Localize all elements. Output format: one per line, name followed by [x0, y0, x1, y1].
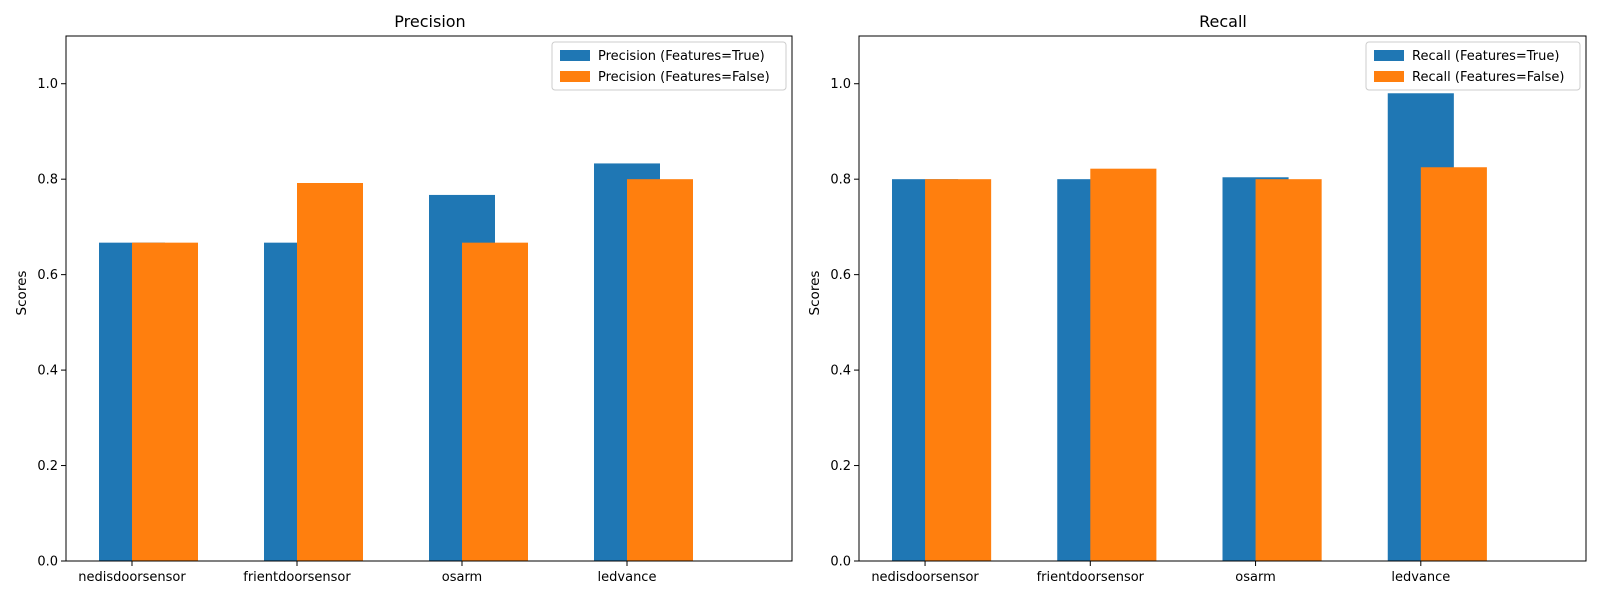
recall-y-axis-label: Scores: [807, 271, 823, 316]
precision-y-axis: 0.0 0.2 0.4 0.6 0.8 1.0: [37, 77, 66, 570]
recall-x-tick-label: nedisdoorsensor: [871, 570, 979, 585]
recall-y-tick-label: 0.0: [830, 555, 851, 570]
recall-x-tick-label: frientdoorsensor: [1037, 570, 1145, 585]
recall-chart-panel: Recall Scores 0.0 0.2 0.4 0.6 0.8 1.0 nedisdo…: [807, 12, 1587, 585]
recall-bars: [892, 93, 1487, 562]
precision-y-tick-label: 0.2: [37, 459, 58, 474]
precision-legend-label-true: Precision (Features=True): [598, 49, 765, 64]
recall-x-axis: nedisdoorsensor frientdoorsensor osarm ledv…: [871, 561, 1450, 585]
precision-x-axis: nedisdoorsensor frientdoorsensor osarm ledv…: [78, 561, 656, 585]
recall-legend: Recall (Features=True) Recall (Features=…: [1365, 41, 1581, 91]
precision-plot-frame: [65, 35, 793, 562]
precision-y-tick-label: 0.4: [37, 364, 58, 379]
precision-legend-label-false: Precision (Features=False): [598, 70, 770, 85]
precision-y-tick-label: 0.6: [37, 268, 58, 283]
recall-bar-false-ledvance: [1420, 167, 1487, 561]
precision-bar-false-osarm: [462, 242, 528, 561]
recall-chart-title: Recall: [1199, 12, 1247, 31]
recall-y-tick-label: 0.6: [830, 268, 851, 283]
recall-y-tick-label: 1.0: [830, 77, 851, 92]
recall-bar-false-frientdoorsensor: [1090, 168, 1157, 561]
precision-bar-false-ledvance: [627, 179, 693, 561]
recall-y-axis: 0.0 0.2 0.4 0.6 0.8 1.0: [830, 77, 859, 570]
precision-legend-swatch-true: [560, 50, 590, 61]
precision-x-tick-label: ledvance: [598, 570, 657, 585]
recall-y-tick-label: 0.8: [830, 173, 851, 188]
precision-y-tick-label: 1.0: [37, 77, 58, 92]
precision-bar-false-frientdoorsensor: [297, 183, 363, 561]
precision-bar-false-nedisdoorsensor: [132, 242, 198, 561]
precision-legend-box: [551, 41, 787, 91]
recall-legend-swatch-true: [1374, 50, 1404, 61]
recall-y-tick-label: 0.2: [830, 459, 851, 474]
recall-x-tick-label: ledvance: [1391, 570, 1450, 585]
recall-y-tick-label: 0.4: [830, 364, 851, 379]
recall-plot-frame: [858, 35, 1587, 562]
precision-x-tick-label: nedisdoorsensor: [78, 570, 186, 585]
precision-chart-panel: Precision Scores 0.0 0.2 0.4 0.6 0.8 1.0 nedi…: [14, 12, 793, 585]
recall-bar-false-osarm: [1255, 179, 1322, 561]
recall-legend-box: [1365, 41, 1581, 91]
recall-bar-false-nedisdoorsensor: [925, 179, 992, 561]
recall-legend-label-false: Recall (Features=False): [1412, 70, 1564, 85]
recall-legend-label-true: Recall (Features=True): [1412, 49, 1559, 64]
precision-y-tick-label: 0.8: [37, 173, 58, 188]
precision-y-axis-label: Scores: [14, 271, 30, 316]
precision-chart-title: Precision: [394, 12, 465, 31]
recall-x-tick-label: osarm: [1235, 570, 1275, 585]
precision-y-tick-label: 0.0: [37, 555, 58, 570]
precision-x-tick-label: frientdoorsensor: [243, 570, 351, 585]
precision-bars: [99, 163, 693, 561]
precision-legend-swatch-false: [560, 71, 590, 82]
recall-legend-swatch-false: [1374, 71, 1404, 82]
precision-x-tick-label: osarm: [442, 570, 482, 585]
precision-legend: Precision (Features=True) Precision (Fea…: [551, 41, 787, 91]
